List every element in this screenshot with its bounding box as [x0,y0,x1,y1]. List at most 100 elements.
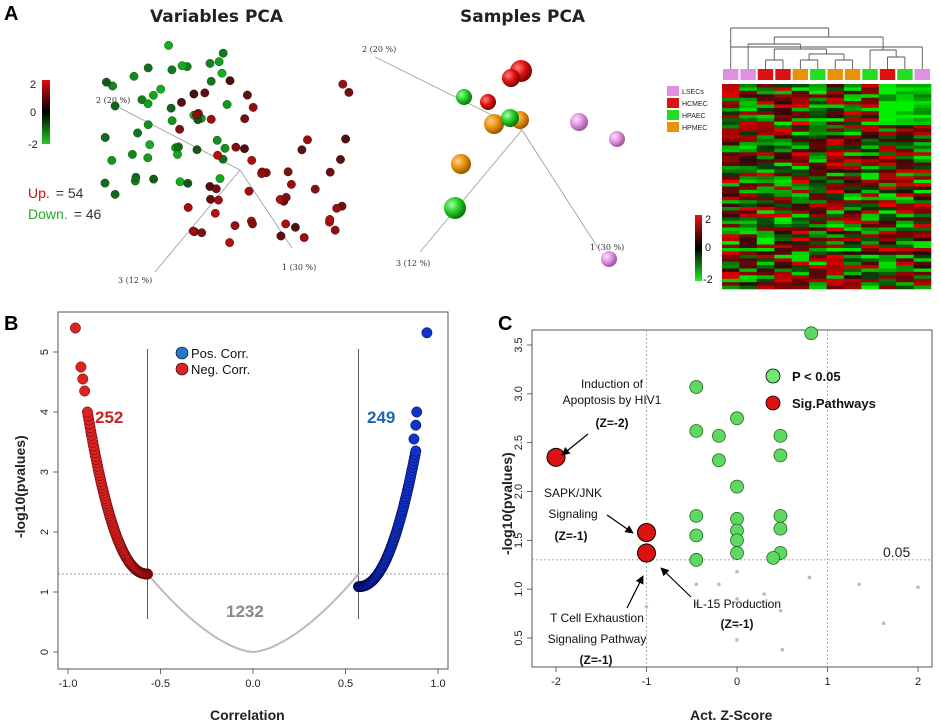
heatmap-cell [739,104,758,109]
heatmap-cell [843,278,862,283]
heatmap-cell [722,176,740,180]
heatmap-cell [809,207,827,211]
heatmap-cell [913,220,932,225]
heatmap-cell [791,282,810,286]
heatmap-cell [826,128,845,133]
heatmap-cell [826,282,845,286]
pathways-xtick-label: 0 [734,676,740,688]
heatmap-cell [861,101,879,105]
heatmap-cell [878,251,897,256]
heatmap-cell [756,217,775,221]
heatmap-cell [774,254,792,259]
heatmap-cell [756,125,775,129]
heatmap-cell [843,193,862,197]
heatmap-cell [913,248,932,252]
heatmap-cell [913,148,932,153]
heatmap-cell [809,248,827,252]
heatmap-cell [774,282,792,286]
heatmap-cell [878,220,897,225]
heatmap-cell [878,234,897,238]
variable-point-down [175,177,185,187]
heatmap-cell [722,104,740,109]
heatmap-cell [878,275,897,279]
annotation-sapk-line2: Signaling [548,507,597,521]
heatmap-cell [809,241,827,245]
heatmap-cell [756,186,775,191]
heatmap-cell [861,159,879,163]
heatmap-cell [756,189,775,194]
heatmap-cell [913,285,932,290]
annotation-tcell-z: (Z=-1) [580,653,613,667]
heatmap-cell [826,271,845,276]
heatmap-cell [739,90,758,95]
volcano-points [69,322,433,593]
heatmap-cell [722,172,740,177]
heatmap-cell [739,125,758,129]
heatmap-cell [913,155,932,160]
variable-point-up [297,145,307,155]
heatmap-cell [861,107,879,112]
heatmap-cell [722,169,740,174]
heatmap-cell [756,87,775,92]
heatmap-cell [756,234,775,238]
heatmap-cell [739,189,758,194]
heatmap-cell [774,196,792,201]
heatmap-column-group [723,69,739,80]
heatmap-cell [826,145,845,150]
variable-point-up [286,179,296,189]
heatmap-cell [809,87,827,92]
heatmap-cell [739,254,758,259]
variable-point-down [110,101,120,111]
heatmap-cell [861,196,879,201]
heatmap-cell [791,97,810,102]
heatmap-cell [896,121,914,126]
heatmap-cell [913,189,932,194]
heatmap-cell [861,237,879,242]
variable-point-down [100,133,110,142]
heatmap-column-group [879,69,896,80]
heatmap-cell [878,148,897,153]
heatmap-cell [791,169,810,174]
heatmap-cell [774,114,792,119]
heatmap-cell [861,258,879,262]
heatmap-cell [739,278,758,283]
legend-p-marker [765,368,781,384]
variable-point-down [222,100,232,109]
heatmap-cell [861,251,879,256]
neg-corr-point [79,385,91,397]
heatmap-cell [913,121,932,126]
heatmap-cell [739,210,758,215]
variable-point-up [257,169,266,179]
heatmap-cell [809,285,827,290]
heatmap-cell [774,101,792,105]
heatmap-cell [809,107,827,112]
heatmap-cell [739,285,758,290]
heatmap-cell [878,128,897,133]
heatmap-cell [913,135,932,139]
variable-point-up [310,184,320,194]
pathways-ytick-label: 2.5 [513,435,525,450]
heatmap-cell [739,121,758,126]
heatmap-cell [896,278,914,283]
heatmap-cell [861,114,879,119]
variable-point-down [212,135,222,145]
heatmap-cell [843,166,862,170]
heatmap-cell [826,172,845,177]
heatmap-cell [791,125,810,129]
pathways-axes: -2 -1 0 1 2 0.5 1.0 1.5 2.0 2.5 3.0 3.5 [513,337,921,688]
heatmap-cell [896,111,914,115]
heatmap-cell [739,193,758,197]
heatmap-cell [826,186,845,191]
heatmap-cell [896,258,914,262]
heatmap-cell [756,138,775,143]
heatmap-cell [913,207,932,211]
annotation-apoptosis-line2: Apoptosis by HIV1 [563,393,662,407]
heatmap-cell [809,227,827,232]
heatmap-cell [843,237,862,242]
pos-corr-point [408,433,420,445]
heatmap-cell [878,162,897,167]
down-label: Down. [28,206,68,222]
heatmap-cell [896,107,914,112]
heatmap-cell [791,155,810,160]
heatmap-cell [913,159,932,163]
